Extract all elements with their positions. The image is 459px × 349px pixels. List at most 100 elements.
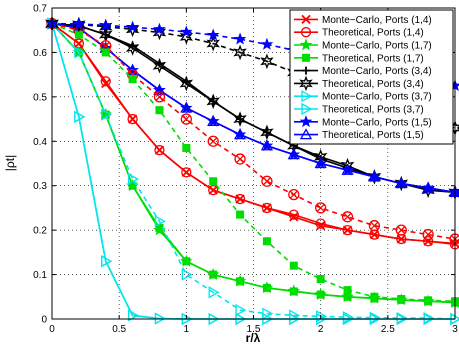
data-point [369, 311, 381, 324]
data-point [315, 218, 326, 229]
legend-marker [300, 27, 312, 38]
data-point [155, 106, 164, 115]
series-line [51, 22, 456, 129]
series-line [51, 22, 456, 240]
data-point [343, 286, 352, 295]
data-point [424, 296, 433, 305]
legend-marker [299, 75, 313, 92]
data-point [100, 76, 111, 87]
data-point [289, 309, 301, 322]
data-point [341, 163, 354, 175]
legend-label: Monte−Carlo, Ports (1,7) [322, 41, 432, 52]
x-tick-label: 1.5 [247, 324, 261, 335]
data-point [262, 307, 274, 320]
series-line [51, 22, 456, 194]
legend-item: Monte−Carlo, Ports (3,7) [294, 90, 432, 103]
legend-item: Theoretical, Ports (1,5) [294, 128, 424, 141]
legend-label: Monte−Carlo, Ports (3,4) [322, 66, 432, 77]
data-point [367, 169, 382, 185]
data-point [342, 311, 354, 324]
data-point [126, 20, 139, 33]
series-10 [46, 17, 459, 245]
data-point [206, 93, 220, 110]
data-point [182, 143, 191, 152]
data-point [395, 224, 407, 236]
data-point [101, 108, 113, 121]
data-point [209, 270, 218, 279]
data-point [208, 286, 220, 299]
y-tick-label: 0 [41, 315, 47, 326]
data-point [260, 124, 274, 141]
data-point [128, 75, 137, 84]
data-point [235, 304, 247, 317]
data-point [127, 172, 139, 186]
legend-item: Monte−Carlo, Ports (1,7) [294, 38, 432, 52]
data-point [288, 188, 300, 201]
legend-marker [299, 115, 313, 128]
data-point [236, 277, 245, 286]
data-point [262, 237, 271, 246]
data-point [315, 202, 327, 214]
data-point [101, 48, 110, 57]
legend-item: Monte−Carlo, Ports (1,5) [294, 115, 432, 128]
legend-label: Theoretical, Ports (3,7) [322, 105, 424, 116]
data-point [179, 75, 194, 92]
data-point [342, 224, 353, 236]
data-point [72, 17, 86, 30]
legend-item: Theoretical, Ports (3,7) [294, 102, 424, 116]
y-tick-label: 0.7 [33, 4, 47, 15]
data-point [261, 175, 273, 187]
data-point [368, 220, 381, 232]
data-point [153, 22, 166, 35]
y-axis-label: |ρt| [3, 155, 17, 171]
data-point [153, 91, 166, 103]
data-point [260, 37, 274, 50]
legend-label: Theoretical, Ports (1,5) [322, 130, 424, 141]
data-point [289, 261, 298, 270]
data-point [72, 16, 86, 33]
legend-label: Theoretical, Ports (1,4) [322, 28, 424, 39]
data-point [236, 210, 245, 219]
x-tick-label: 0.5 [112, 324, 126, 335]
data-point [127, 113, 138, 125]
legend-label: Monte−Carlo, Ports (1,5) [322, 117, 432, 128]
data-point [153, 83, 166, 95]
data-point [234, 153, 246, 165]
data-point [423, 312, 435, 325]
data-point [316, 290, 325, 299]
legend-item: Theoretical, Ports (1,7) [294, 53, 424, 64]
data-point [182, 257, 191, 266]
legend-item: Theoretical, Ports (1,4) [294, 27, 424, 39]
data-point [154, 215, 166, 228]
x-axis-label: r/λ [246, 331, 261, 345]
data-point [262, 283, 271, 292]
x-tick-label: 2.5 [381, 324, 395, 335]
legend-label: Monte−Carlo, Ports (1,4) [322, 15, 432, 26]
y-tick-label: 0.5 [33, 92, 47, 103]
data-point [206, 28, 220, 41]
data-point [396, 312, 408, 325]
data-point [209, 177, 218, 186]
data-point [260, 139, 274, 151]
data-point [233, 32, 247, 45]
data-point [181, 167, 192, 178]
data-point [233, 44, 247, 61]
legend: Monte−Carlo, Ports (1,4) Theoretical, Por… [289, 9, 454, 145]
data-point [368, 170, 381, 182]
legend-label: Monte−Carlo, Ports (3,7) [322, 92, 432, 103]
data-point [125, 40, 140, 56]
data-point [316, 275, 325, 284]
data-point [260, 53, 274, 70]
legend-marker [301, 14, 311, 25]
series-line [51, 22, 456, 303]
data-point [152, 57, 167, 74]
data-point [180, 113, 192, 125]
data-point [179, 29, 194, 45]
series-line [51, 22, 456, 246]
data-point [234, 193, 246, 205]
data-point [207, 135, 219, 147]
data-point [154, 145, 165, 156]
data-point [101, 255, 113, 268]
data-point [127, 309, 139, 322]
